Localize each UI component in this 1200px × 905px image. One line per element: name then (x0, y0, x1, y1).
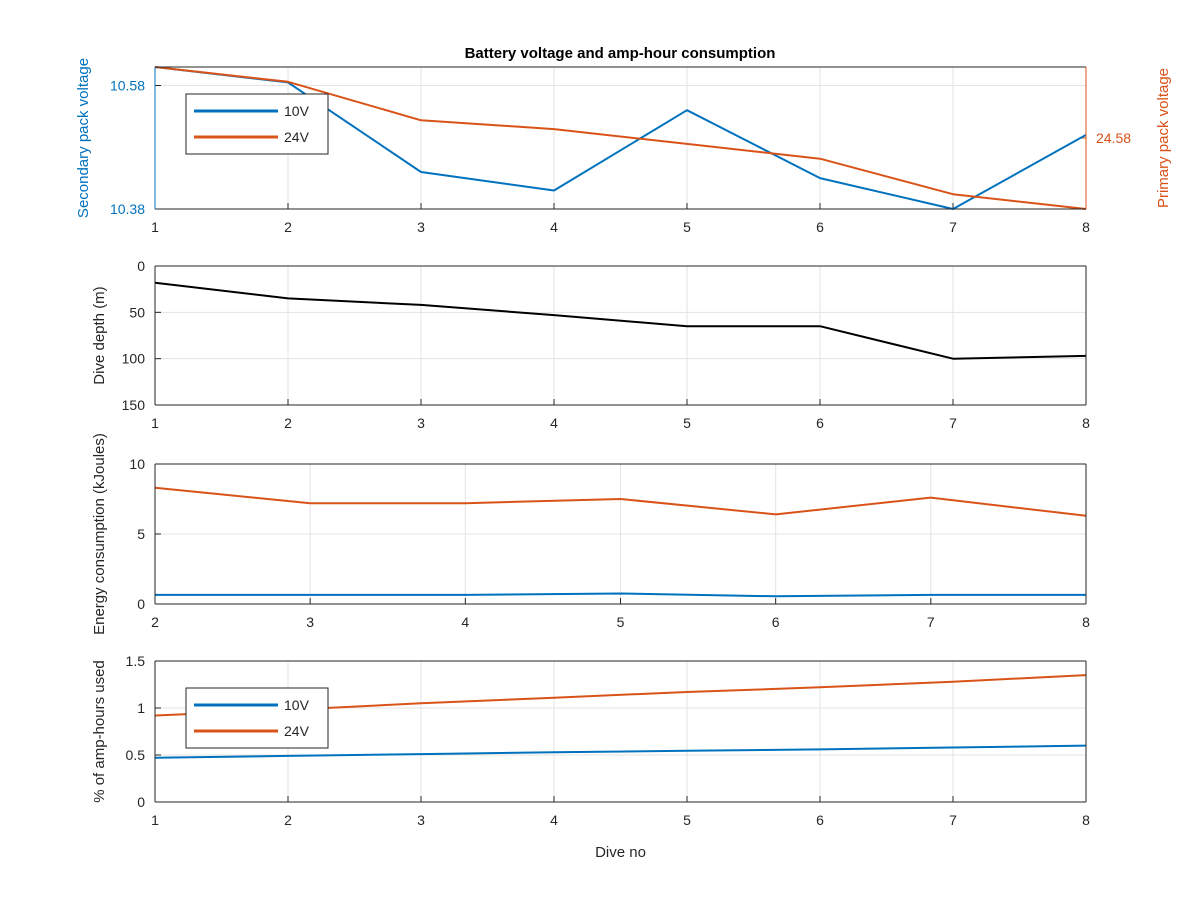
legend-label-24v: 24V (284, 723, 310, 739)
x-tick-label: 4 (461, 614, 469, 630)
legend-label-10v: 10V (284, 103, 310, 119)
x-tick-label: 8 (1082, 415, 1090, 431)
legend-label-24v: 24V (284, 129, 310, 145)
x-tick-label: 6 (772, 614, 780, 630)
x-tick-label: 6 (816, 415, 824, 431)
x-tick-label: 7 (927, 614, 935, 630)
y-tick-label: 10.58 (110, 78, 145, 94)
legend-box (185, 687, 329, 749)
plot-area (155, 266, 1086, 405)
y-axis-label: Secondary pack voltage (75, 58, 92, 218)
x-tick-label: 4 (550, 219, 558, 235)
subplot-3: 2 3 4 5 6 7 8 0 5 10 Energy consumption (kJoules) (91, 433, 1090, 635)
y-tick-label: 10 (129, 456, 145, 472)
x-tick-label: 4 (550, 415, 558, 431)
x-tick-label: 1 (151, 415, 159, 431)
x-tick-label: 8 (1082, 812, 1090, 828)
x-tick-label: 2 (284, 812, 292, 828)
legend-box (185, 93, 329, 155)
legend-label-10v: 10V (284, 697, 310, 713)
x-tick-label: 5 (617, 614, 625, 630)
x-tick-label: 1 (151, 219, 159, 235)
series-line-series-1 (155, 592, 1086, 598)
x-tick-label: 4 (550, 812, 558, 828)
y-tick-label: 1.5 (126, 653, 146, 669)
subplot-4: 1 2 3 4 5 6 7 8 0 0.5 1 1.5 % of amp-hours used Dive … (91, 653, 1090, 861)
x-axis-label: Dive no (595, 844, 646, 861)
y-tick-label: 50 (129, 304, 145, 320)
x-tick-label: 1 (151, 812, 159, 828)
x-tick-label: 7 (949, 812, 957, 828)
legend: 10V 24V (185, 687, 329, 749)
x-tick-label: 3 (306, 614, 314, 630)
y-right-tick-label: 24.58 (1096, 130, 1131, 146)
chart-title: Battery voltage and amp-hour consumption (465, 45, 776, 62)
y-tick-label: 150 (122, 397, 146, 413)
x-tick-label: 5 (683, 415, 691, 431)
x-tick-label: 3 (417, 812, 425, 828)
y-tick-label: 5 (137, 526, 145, 542)
y-tick-label: 10.38 (110, 201, 145, 217)
x-tick-label: 5 (683, 812, 691, 828)
subplot-2: 1 2 3 4 5 6 7 8 0 50 100 150 Dive depth (m) (91, 258, 1090, 431)
y-axis-label: Energy consumption (kJoules) (91, 433, 108, 635)
y-tick-label: 0 (137, 258, 145, 274)
x-tick-label: 3 (417, 415, 425, 431)
subplot-1: 1 2 3 4 5 6 7 8 10.38 10.58 24.58 Secondary pack vo… (75, 58, 1172, 235)
x-tick-label: 6 (816, 812, 824, 828)
y-axis-label-right: Primary pack voltage (1155, 68, 1172, 208)
x-tick-label: 3 (417, 219, 425, 235)
x-tick-label: 7 (949, 415, 957, 431)
y-tick-label: 0.5 (126, 747, 146, 763)
series-line-10v (154, 744, 1087, 759)
legend: 10V 24V (185, 93, 329, 155)
y-axis-label: Dive depth (m) (91, 286, 108, 384)
x-tick-label: 2 (284, 415, 292, 431)
y-axis-label: % of amp-hours used (91, 660, 108, 803)
x-tick-label: 6 (816, 219, 824, 235)
y-tick-label: 100 (122, 351, 146, 367)
x-tick-label: 7 (949, 219, 957, 235)
x-tick-label: 5 (683, 219, 691, 235)
series-line-series-2 (154, 486, 1087, 517)
series-line-series-1 (154, 281, 1087, 360)
series-line-24v (154, 66, 1087, 210)
y-tick-label: 1 (137, 700, 145, 716)
x-tick-label: 2 (151, 614, 159, 630)
y-tick-label: 0 (137, 596, 145, 612)
x-tick-label: 2 (284, 219, 292, 235)
x-tick-label: 8 (1082, 614, 1090, 630)
y-tick-label: 0 (137, 794, 145, 810)
x-tick-label: 8 (1082, 219, 1090, 235)
